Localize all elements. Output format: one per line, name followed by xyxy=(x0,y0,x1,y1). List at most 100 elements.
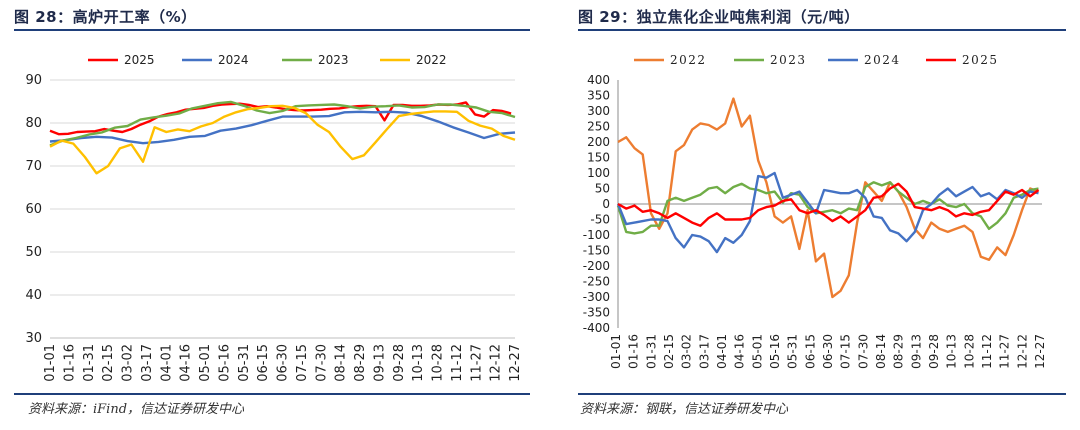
y-tick-label: 50 xyxy=(595,182,610,196)
x-tick-label: 12-27 xyxy=(508,344,523,382)
x-tick-label: 05-31 xyxy=(237,344,252,382)
right-panel: 图 29：独立焦化企业吨焦利润（元/吨） -400 -350 -300 -250 -20… xyxy=(562,0,1080,430)
x-tick-label: 05-01 xyxy=(750,334,764,369)
x-tick-label: 08-14 xyxy=(874,334,888,369)
legend: 2022 2023 2024 2025 xyxy=(634,53,999,67)
legend-label-2024: 2024 xyxy=(218,53,249,67)
y-tick-label: 60 xyxy=(25,202,42,217)
x-tick-label: 02-15 xyxy=(101,344,116,382)
series-line-2022 xyxy=(617,97,1039,299)
x-tick-label: 01-16 xyxy=(62,344,77,382)
x-tick-label: 08-29 xyxy=(892,334,906,369)
y-tick-label: 250 xyxy=(587,120,610,134)
x-tick-label: 06-30 xyxy=(821,334,835,369)
x-tick-label: 05-01 xyxy=(198,344,213,382)
y-tick-label: 100 xyxy=(587,166,610,180)
x-tick-label: 07-15 xyxy=(839,334,853,369)
x-tick-label: 07-30 xyxy=(856,334,870,369)
x-tick-label: 11-12 xyxy=(450,344,465,382)
x-tick-label: 06-15 xyxy=(256,344,271,382)
x-tick-label: 01-16 xyxy=(627,334,641,369)
left-source-rule xyxy=(14,393,530,395)
y-tick-label: -250 xyxy=(583,275,610,289)
x-tick-label: 04-01 xyxy=(715,334,729,369)
x-tick-label: 09-13 xyxy=(372,344,387,382)
x-tick-label: 12-12 xyxy=(489,344,504,382)
left-chart-title: 图 28：高炉开工率（%） xyxy=(14,8,197,26)
x-tick-label: 07-30 xyxy=(314,344,329,382)
y-tick-label: 300 xyxy=(587,104,610,118)
x-tick-label: 03-02 xyxy=(121,344,136,382)
x-tick-label: 12-27 xyxy=(1033,334,1047,369)
x-tick-label: 01-31 xyxy=(82,344,97,382)
y-tick-label: -200 xyxy=(583,259,610,273)
y-tick-label: -150 xyxy=(583,244,610,258)
series-line-2022 xyxy=(49,104,516,175)
y-tick-label: -50 xyxy=(590,213,610,227)
x-tick-label: 06-30 xyxy=(276,344,291,382)
series-line-2025 xyxy=(617,182,1040,227)
x-tick-label: 09-13 xyxy=(909,334,923,369)
x-tick-label: 11-12 xyxy=(980,334,994,369)
blast-furnace-utilization-chart: 30 40 50 60 70 80 90 01-01 01-16 01-31 02-15 03-02 0… xyxy=(25,53,523,382)
x-tick-label: 04-16 xyxy=(733,334,747,369)
x-tick-label: 03-17 xyxy=(140,344,155,382)
right-title-rule xyxy=(578,29,1066,31)
x-tick-label: 10-28 xyxy=(431,344,446,382)
legend-label-2022: 2022 xyxy=(416,53,447,67)
x-tick-label: 06-15 xyxy=(803,334,817,369)
y-tick-label: 30 xyxy=(25,331,42,346)
x-tick-label: 11-27 xyxy=(998,334,1012,369)
x-tick-label: 05-16 xyxy=(768,334,782,369)
x-tick-label: 03-02 xyxy=(680,334,694,369)
x-tick-label: 11-27 xyxy=(469,344,484,382)
y-tick-label: 0 xyxy=(602,197,610,211)
y-tick-label: 350 xyxy=(587,89,610,103)
legend-label-2025: 2025 xyxy=(124,53,155,67)
series-line-2023 xyxy=(616,181,1039,235)
legend-label-2023: 2023 xyxy=(318,53,349,67)
x-tick-label: 01-01 xyxy=(43,344,58,382)
coking-profit-chart: -400-350 -300-250 -200-150 -100-50 050 100150… xyxy=(583,53,1047,369)
y-tick-label: 40 xyxy=(25,288,42,303)
x-tick-label: 08-14 xyxy=(334,344,349,382)
x-tick-label: 09-28 xyxy=(392,344,407,382)
legend-label-2025: 2025 xyxy=(962,53,999,67)
left-panel: 图 28：高炉开工率（%） 30 40 50 60 70 80 90 01-01 01-16 01… xyxy=(0,0,530,430)
x-tick-label: 05-31 xyxy=(786,334,800,369)
legend-label-2023: 2023 xyxy=(770,53,807,67)
legend-label-2024: 2024 xyxy=(864,53,901,67)
x-tick-label: 10-13 xyxy=(411,344,426,382)
y-tick-label: 200 xyxy=(587,135,610,149)
y-tick-label: -100 xyxy=(583,228,610,242)
left-source-note: 资料来源：iFind，信达证券研发中心 xyxy=(28,402,245,417)
x-tick-label: 04-01 xyxy=(159,344,174,382)
x-tick-label: 08-29 xyxy=(353,344,368,382)
right-source-rule xyxy=(578,393,1066,395)
right-source-note: 资料来源：钢联，信达证券研发中心 xyxy=(580,402,789,417)
legend: 2025 2024 2023 2022 xyxy=(88,53,447,67)
y-tick-label: -350 xyxy=(583,306,610,320)
y-tick-label: 400 xyxy=(587,73,610,87)
x-tick-label: 02-15 xyxy=(662,334,676,369)
x-tick-label: 12-12 xyxy=(1015,334,1029,369)
x-tick-label: 07-15 xyxy=(295,344,310,382)
left-title-rule xyxy=(14,29,530,31)
x-tick-label: 09-28 xyxy=(927,334,941,369)
x-tick-label: 01-31 xyxy=(644,334,658,369)
y-tick-label: 70 xyxy=(25,159,42,174)
x-tick-label: 05-16 xyxy=(217,344,232,382)
series-line-2023 xyxy=(49,100,516,147)
right-chart-title: 图 29：独立焦化企业吨焦利润（元/吨） xyxy=(578,8,860,26)
y-tick-label: -300 xyxy=(583,290,610,304)
y-tick-label: 80 xyxy=(25,116,42,131)
x-tick-label: 10-13 xyxy=(945,334,959,369)
series-line-2024 xyxy=(616,171,1039,254)
legend-label-2022: 2022 xyxy=(670,53,707,67)
y-tick-label: 50 xyxy=(25,245,42,260)
x-tick-label: 01-01 xyxy=(609,334,623,369)
x-tick-label: 10-28 xyxy=(962,334,976,369)
x-tick-label: 04-16 xyxy=(179,344,194,382)
y-tick-label: 150 xyxy=(587,151,610,165)
series-line-2024 xyxy=(49,110,516,145)
